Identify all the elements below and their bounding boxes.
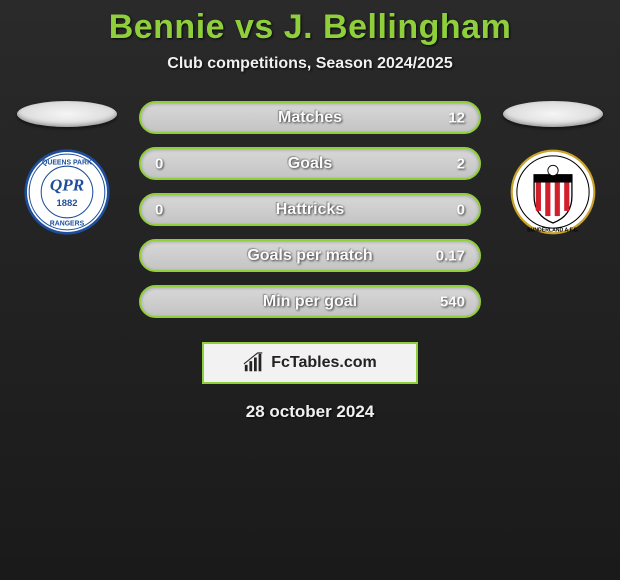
- subtitle: Club competitions, Season 2024/2025: [167, 55, 452, 73]
- stat-row-goals: 0 Goals 2: [139, 147, 481, 180]
- left-player-ellipse: [17, 101, 117, 127]
- stat-label: Min per goal: [263, 293, 357, 311]
- right-player-column: SUNDERLAND A.F.C.: [503, 101, 603, 235]
- stat-row-goals-per-match: Goals per match 0.17: [139, 239, 481, 272]
- sunderland-badge-icon: SUNDERLAND A.F.C.: [510, 149, 596, 235]
- brand-box[interactable]: FcTables.com: [202, 342, 418, 384]
- stat-right-value: 0.17: [436, 247, 465, 264]
- stat-row-matches: Matches 12: [139, 101, 481, 134]
- right-player-ellipse: [503, 101, 603, 127]
- svg-text:QPR: QPR: [50, 175, 84, 194]
- stat-left-value: 0: [155, 201, 163, 218]
- left-player-column: QUEENS PARK RANGERS QPR 1882: [17, 101, 117, 235]
- left-club-badge: QUEENS PARK RANGERS QPR 1882: [24, 149, 110, 235]
- page-title: Bennie vs J. Bellingham: [109, 8, 512, 47]
- brand-text: FcTables.com: [271, 354, 377, 372]
- stat-right-value: 12: [448, 109, 465, 126]
- right-club-badge: SUNDERLAND A.F.C.: [510, 149, 596, 235]
- qpr-badge-icon: QUEENS PARK RANGERS QPR 1882: [24, 149, 110, 235]
- stat-label: Matches: [278, 109, 342, 127]
- stat-left-value: 0: [155, 155, 163, 172]
- svg-text:RANGERS: RANGERS: [50, 221, 85, 228]
- main-row: QUEENS PARK RANGERS QPR 1882 Matches 12 …: [0, 101, 620, 318]
- svg-text:1882: 1882: [56, 198, 77, 209]
- date-text: 28 october 2024: [246, 402, 375, 422]
- stat-right-value: 540: [440, 293, 465, 310]
- stat-right-value: 2: [457, 155, 465, 172]
- stat-row-min-per-goal: Min per goal 540: [139, 285, 481, 318]
- svg-text:SUNDERLAND A.F.C.: SUNDERLAND A.F.C.: [527, 228, 579, 234]
- stat-label: Goals: [288, 155, 332, 173]
- svg-text:QUEENS PARK: QUEENS PARK: [42, 159, 92, 166]
- comparison-card: Bennie vs J. Bellingham Club competition…: [0, 0, 620, 422]
- stat-label: Hattricks: [276, 201, 344, 219]
- chart-bars-icon: [243, 352, 265, 374]
- stats-column: Matches 12 0 Goals 2 0 Hattricks 0 Goals…: [139, 101, 481, 318]
- stat-label: Goals per match: [247, 247, 372, 265]
- stat-row-hattricks: 0 Hattricks 0: [139, 193, 481, 226]
- stat-right-value: 0: [457, 201, 465, 218]
